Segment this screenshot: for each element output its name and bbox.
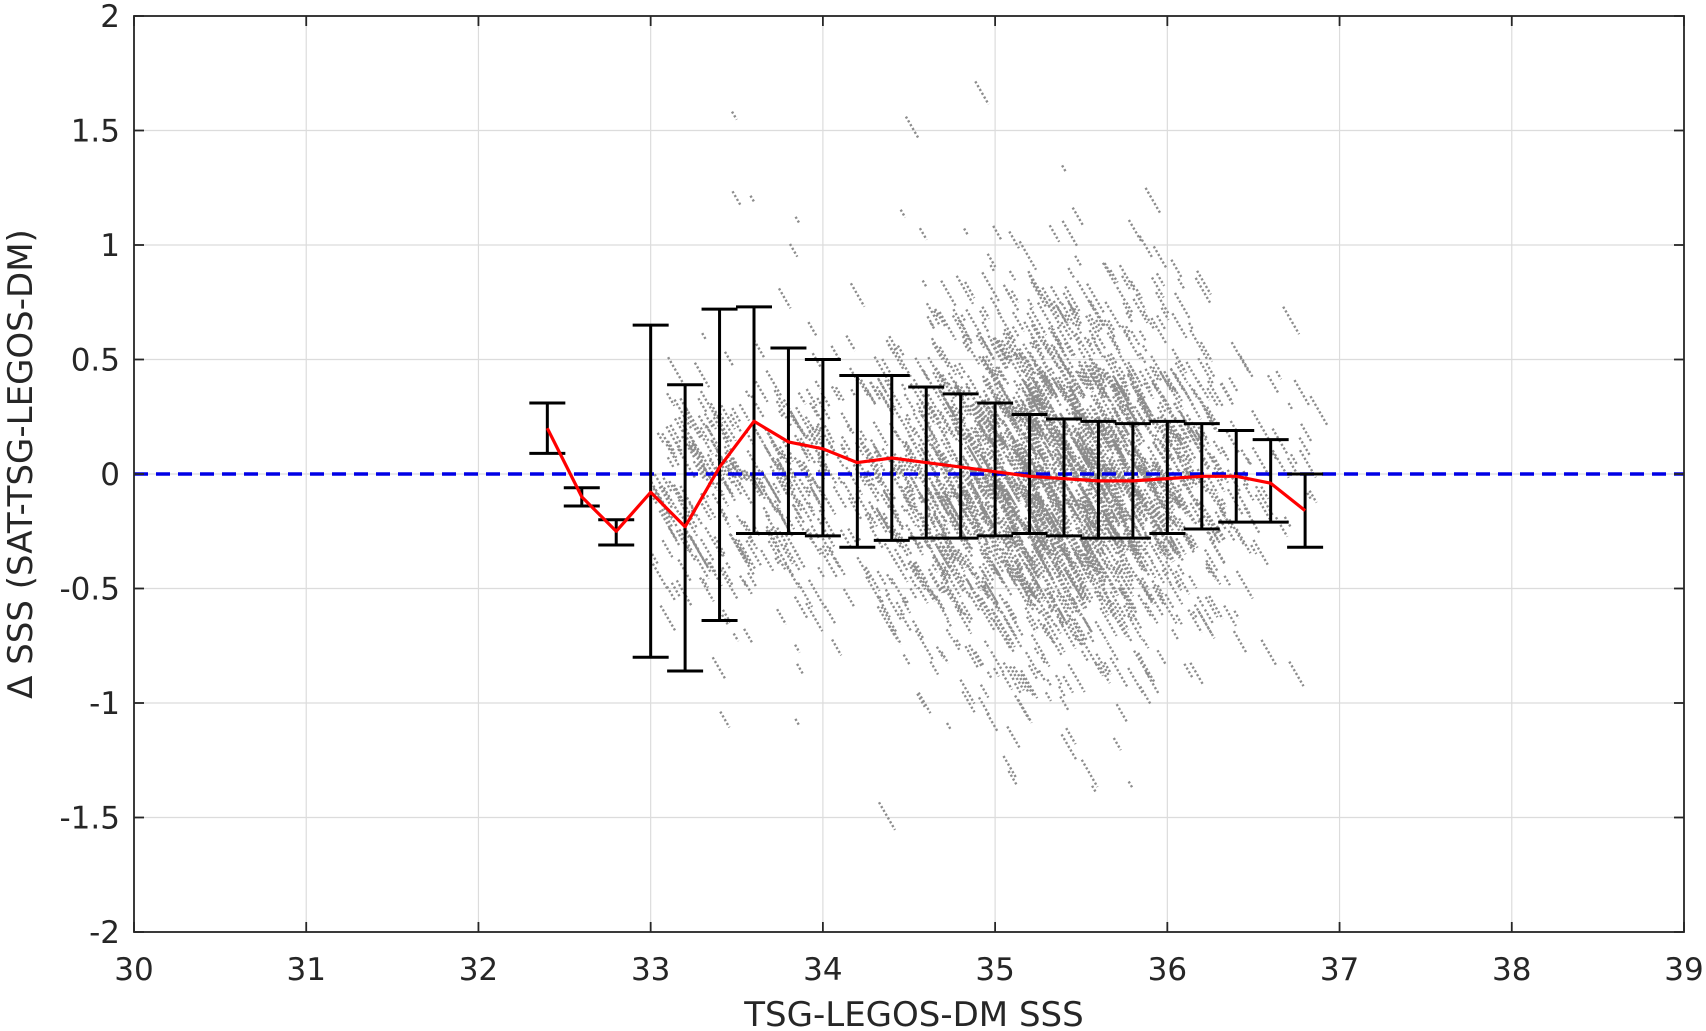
y-tick-labels: 2 1.5 1 0.5 0 -0.5 -1 -1.5 -2 (60, 0, 121, 951)
y-tick-label: -2 (89, 915, 120, 951)
x-tick-label: 33 (631, 952, 670, 988)
y-tick-label: -1.5 (60, 801, 121, 837)
x-tick-label: 32 (459, 952, 498, 988)
error-bar (1011, 412, 1048, 536)
x-tick-label: 30 (114, 952, 153, 988)
x-tick-label: 31 (286, 952, 325, 988)
x-tick-label: 36 (1148, 952, 1187, 988)
y-tick-label: -1 (89, 686, 120, 722)
x-tick-label: 35 (975, 952, 1014, 988)
axes-box (133, 15, 1685, 933)
y-tick-label: 0.5 (71, 343, 120, 379)
error-bar (1252, 438, 1289, 524)
scatter-streaks (650, 80, 1329, 831)
y-tick-label: 0 (100, 457, 120, 493)
x-tick-label: 34 (803, 952, 842, 988)
x-axis-label: TSG-LEGOS-DM SSS (743, 995, 1083, 1031)
scatter-points (650, 80, 1329, 831)
y-axis-label: Δ SSS (SAT-TSG-LEGOS-DM) (1, 229, 41, 699)
error-bar (977, 401, 1014, 538)
mean-line (545, 419, 1307, 533)
x-tick-label: 38 (1492, 952, 1531, 988)
y-tick-label: 1 (100, 228, 120, 264)
mean-line-path (545, 419, 1307, 533)
error-bar (1287, 472, 1324, 549)
x-tick-labels: 30 31 32 33 34 35 36 37 38 39 (114, 952, 1703, 988)
x-tick-label: 37 (1320, 952, 1359, 988)
y-tick-label: 2 (100, 0, 120, 35)
y-tick-label: -0.5 (60, 572, 121, 608)
y-tick-label: 1.5 (71, 114, 120, 150)
x-tick-label: 39 (1664, 952, 1703, 988)
